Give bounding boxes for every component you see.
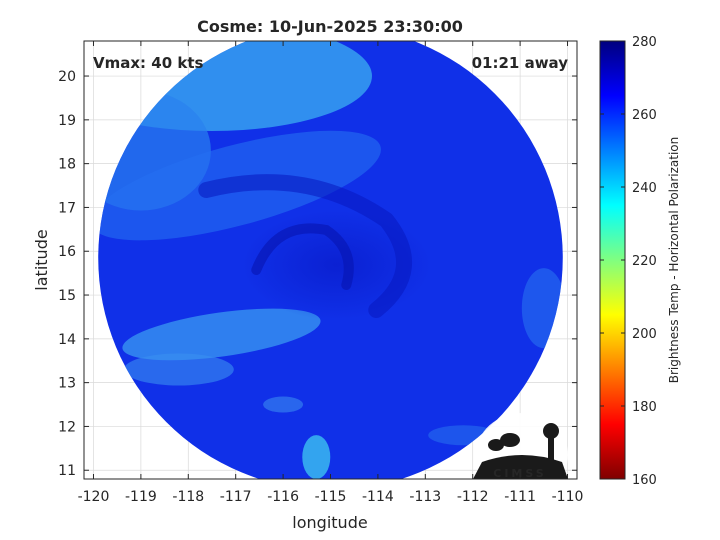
x-tick-label: -112 <box>457 489 489 505</box>
x-tick-label: -114 <box>362 489 394 505</box>
colorbar-tick-label: 220 <box>632 254 657 269</box>
y-tick-label: 14 <box>58 332 76 348</box>
colorbar-tick-label: 260 <box>632 108 657 123</box>
y-tick-label: 20 <box>58 69 76 85</box>
microwave-swath <box>98 41 563 479</box>
x-tick-label: -118 <box>172 489 204 505</box>
x-tick-label: -111 <box>504 489 536 505</box>
y-tick-label: 18 <box>58 157 76 173</box>
vmax-label: Vmax: 40 kts <box>93 54 203 72</box>
y-tick-label: 15 <box>58 288 76 304</box>
y-tick-label: 11 <box>58 463 76 479</box>
y-tick-label: 16 <box>58 244 76 260</box>
colorbar-tick-label: 180 <box>632 400 657 415</box>
colorbar-tick-label: 280 <box>632 35 657 50</box>
swath-fill <box>98 41 563 479</box>
x-tick-label: -119 <box>125 489 157 505</box>
x-axis: -120 -119 -118 -117 -116 -115 -114 -113 -112 -111… <box>78 41 584 505</box>
x-tick-label: -117 <box>220 489 252 505</box>
colorbar-tick-label: 200 <box>632 327 657 342</box>
y-tick-label: 17 <box>58 200 76 216</box>
colorbar-ticks: 160 180 200 220 240 260 280 <box>600 35 657 488</box>
time-offset-label: 01:21 away <box>472 54 569 72</box>
x-tick-label: -115 <box>315 489 347 505</box>
x-tick-label: -116 <box>267 489 299 505</box>
y-axis-label: latitude <box>32 229 51 290</box>
colorbar-label: Brightness Temp - Horizontal Polarizatio… <box>667 137 681 384</box>
cimss-logo: CIMSS <box>473 413 568 497</box>
x-tick-label: -110 <box>552 489 584 505</box>
x-axis-label: longitude <box>292 513 367 532</box>
y-tick-label: 12 <box>58 419 76 435</box>
x-tick-label: -113 <box>409 489 441 505</box>
logo-text: CIMSS <box>493 467 546 480</box>
colorbar-tick-label: 160 <box>632 473 657 488</box>
chart-title: Cosme: 10-Jun-2025 23:30:00 <box>197 17 463 36</box>
y-tick-label: 13 <box>58 376 76 392</box>
y-tick-label: 19 <box>58 113 76 129</box>
y-axis: 11 12 13 14 15 16 17 18 19 20 <box>58 69 577 479</box>
colorbar-tick-label: 240 <box>632 181 657 196</box>
swath-group <box>98 41 563 479</box>
colorbar <box>599 40 626 480</box>
x-tick-label: -120 <box>78 489 110 505</box>
